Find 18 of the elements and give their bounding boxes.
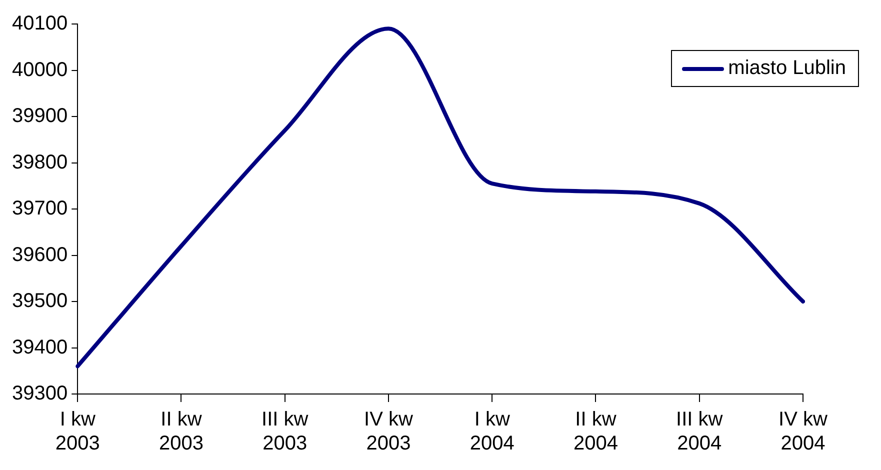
x-tick-label: IV kw 2004 <box>778 408 828 455</box>
legend-label: miasto Lublin <box>728 57 846 80</box>
x-tick-label: III kw 2004 <box>676 408 724 455</box>
y-tick-label: 39700 <box>12 198 68 220</box>
y-tick-label: 39300 <box>12 382 68 405</box>
x-tick-label: II kw 2004 <box>573 408 618 455</box>
y-tick-label: 40100 <box>12 12 68 35</box>
x-tick-label: III kw 2003 <box>262 408 309 455</box>
x-tick-label: IV kw 2003 <box>364 408 414 455</box>
x-tick-label: I kw 2003 <box>55 408 100 455</box>
y-tick-label: 39600 <box>12 244 68 266</box>
y-tick-label: 39400 <box>12 336 68 358</box>
y-tick-label: 39500 <box>12 290 68 312</box>
y-tick-label: 40000 <box>12 58 68 81</box>
y-tick-label: 39800 <box>12 151 68 174</box>
x-tick-label: I kw 2004 <box>470 408 514 455</box>
x-tick-label: II kw 2003 <box>158 408 204 455</box>
y-tick-label: 39900 <box>12 105 68 128</box>
